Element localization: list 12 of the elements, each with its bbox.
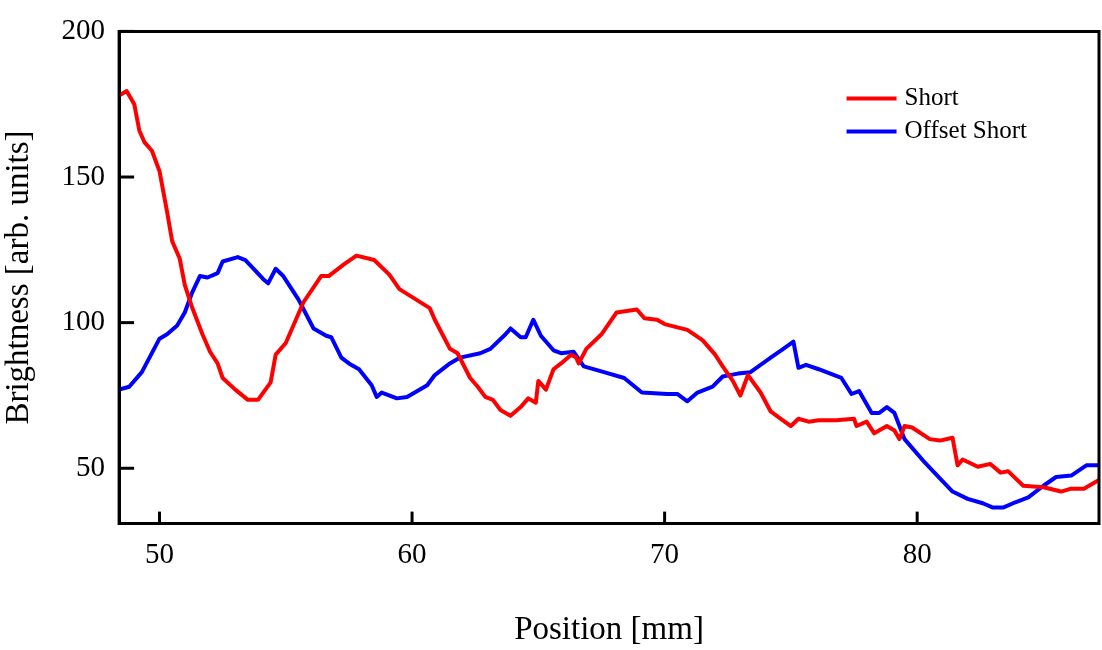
y-axis-title: Brightness [arb. units]: [0, 130, 36, 425]
legend-label: Offset Short: [904, 115, 1028, 143]
x-tick-label: 50: [145, 536, 175, 569]
y-tick-label: 50: [76, 449, 106, 482]
y-tick-label: 100: [61, 304, 106, 337]
x-axis-title: Position [mm]: [514, 609, 704, 646]
y-tick-label: 150: [61, 158, 106, 191]
x-tick-label: 80: [902, 536, 932, 569]
legend-label: Short: [904, 82, 959, 110]
y-tick-label: 200: [61, 13, 106, 46]
x-tick-label: 60: [397, 536, 427, 569]
x-tick-label: 70: [650, 536, 680, 569]
